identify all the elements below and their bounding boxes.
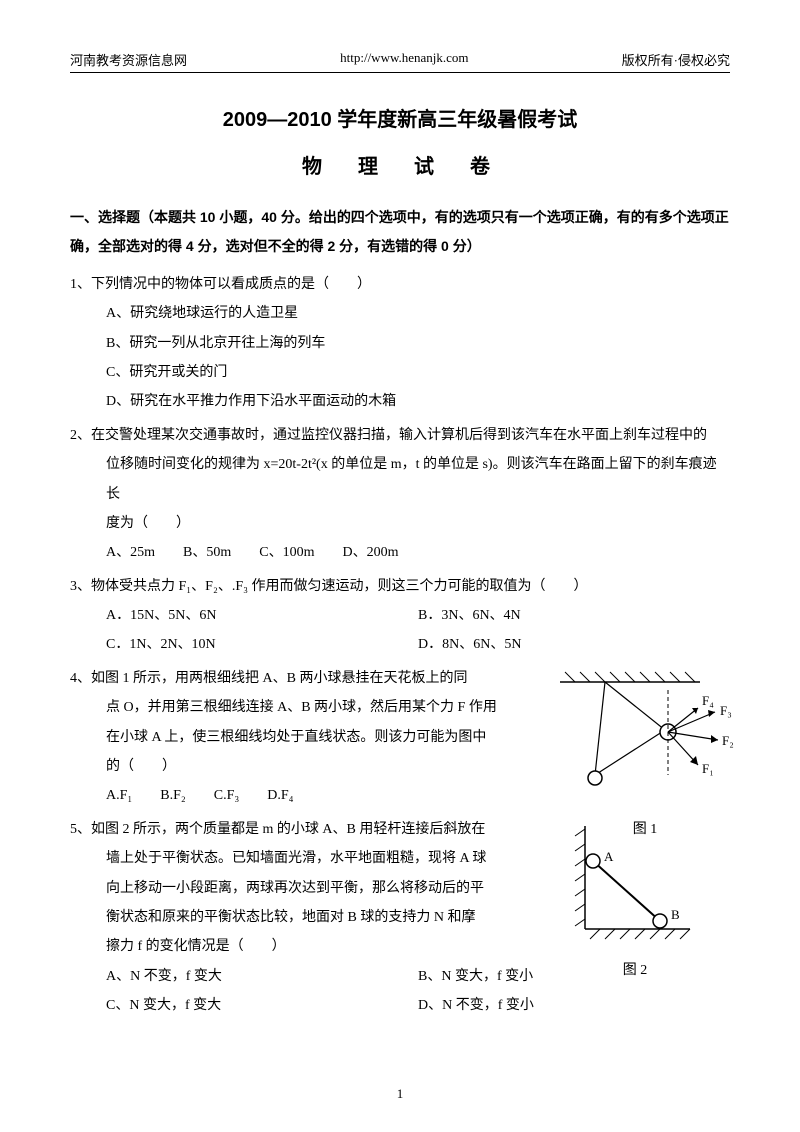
figure-2-svg: A B (560, 821, 710, 941)
q1-option-b: B、研究一列从北京开往上海的列车 (106, 329, 730, 358)
exam-title-year: 2009—2010 学年度新高三年级暑假考试 (70, 103, 730, 132)
label-f4: F₄ (702, 693, 714, 708)
page-header: 河南教考资源信息网 http://www.henanjk.com 版权所有·侵权… (70, 50, 730, 73)
figure-1-svg: F₄ F₃ F₂ F₁ (550, 670, 740, 800)
question-3: 3、物体受共点力 F₁、F₂、.F₃ 作用而做匀速运动，则这三个力可能的取值为（… (70, 572, 730, 660)
q1-stem: 1、下列情况中的物体可以看成质点的是（ ） (70, 270, 730, 299)
label-f3: F₃ (720, 703, 732, 718)
page-number: 1 (0, 1086, 800, 1102)
exam-title-subject: 物 理 试 卷 (70, 150, 730, 179)
q3-option-a: A．15N、5N、6N (106, 601, 418, 630)
label-ball-b: B (671, 907, 680, 922)
header-left: 河南教考资源信息网 (70, 50, 187, 69)
q1-option-c: C、研究开或关的门 (106, 358, 730, 387)
question-1: 1、下列情况中的物体可以看成质点的是（ ） A、研究绕地球运行的人造卫星 B、研… (70, 270, 730, 417)
q2-stem-line3: 度为（ ） (70, 509, 730, 538)
q2-stem-line1: 2、在交警处理某次交通事故时，通过监控仪器扫描，输入计算机后得到该汽车在水平面上… (70, 421, 730, 450)
label-ball-a: A (604, 849, 614, 864)
question-2: 2、在交警处理某次交通事故时，通过监控仪器扫描，输入计算机后得到该汽车在水平面上… (70, 421, 730, 568)
q3-option-d: D．8N、6N、5N (418, 630, 730, 659)
figure-2-label: 图 2 (560, 956, 710, 985)
q5-option-d: D、N 不变，f 变小 (418, 991, 730, 1020)
header-center: http://www.henanjk.com (340, 50, 468, 69)
figure-2: A B 图 2 (560, 821, 710, 986)
q3-option-b: B．3N、6N、4N (418, 601, 730, 630)
q3-stem: 3、物体受共点力 F₁、F₂、.F₃ 作用而做匀速运动，则这三个力可能的取值为（… (70, 572, 730, 601)
section-instructions: 一、选择题（本题共 10 小题，40 分。给出的四个选项中，有的选项只有一个选项… (70, 203, 730, 262)
q5-option-c: C、N 变大，f 变大 (106, 991, 418, 1020)
header-right: 版权所有·侵权必究 (622, 50, 730, 69)
q2-stem-line2: 位移随时间变化的规律为 x=20t-2t²(x 的单位是 m，t 的单位是 s)… (70, 450, 730, 509)
q5-option-a: A、N 不变，f 变大 (106, 962, 418, 991)
label-f1: F₁ (702, 761, 714, 776)
q1-option-a: A、研究绕地球运行的人造卫星 (106, 299, 730, 328)
q1-option-d: D、研究在水平推力作用下沿水平面运动的木箱 (106, 387, 730, 416)
question-5: 5、如图 2 所示，两个质量都是 m 的小球 A、B 用轻杆连接后斜放在 墙上处… (70, 815, 730, 1021)
question-4: 4、如图 1 所示，用两根细线把 A、B 两小球悬挂在天花板上的同 点 O，并用… (70, 664, 730, 811)
q2-options: A、25m B、50m C、100m D、200m (70, 538, 730, 567)
q3-option-c: C．1N、2N、10N (106, 630, 418, 659)
label-f2: F₂ (722, 733, 734, 748)
